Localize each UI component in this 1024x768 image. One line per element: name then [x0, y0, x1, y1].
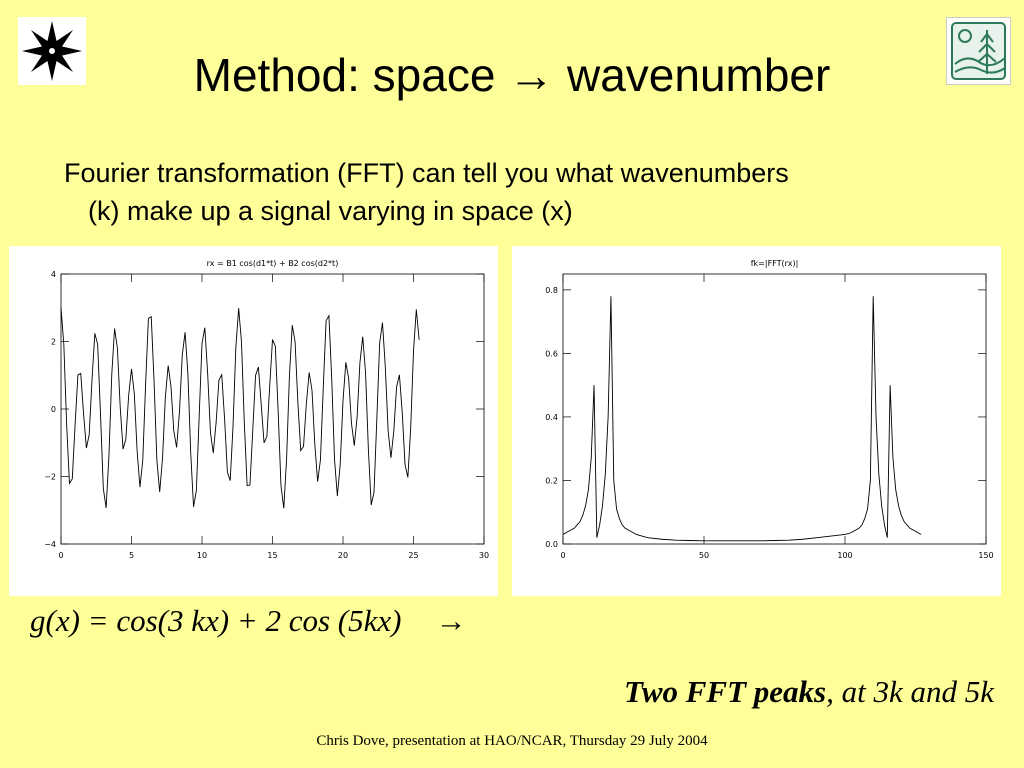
fft-chart-y-tick-label: 0.4	[545, 413, 558, 422]
fft-chart-y-tick-label: 0.2	[545, 476, 558, 485]
signal-chart-x-tick-label: 10	[197, 551, 207, 560]
fft-chart-y-tick-label: 0.8	[545, 286, 558, 295]
fft-chart-x-tick-label: 100	[837, 551, 852, 560]
slide-title: Method: space → wavenumber	[0, 48, 1024, 102]
bullet-line-1: Fourier transformation (FFT) can tell yo…	[64, 158, 789, 188]
formula-text: g(x) = cos(3 kx) + 2 cos (5kx)	[30, 603, 402, 638]
signal-chart-series-line	[60, 307, 420, 509]
fft-chart-title: fk=|FFT(rx)|	[751, 259, 799, 268]
landscape-tree-logo-icon	[946, 17, 1011, 85]
fft-chart-series-line	[562, 296, 922, 542]
formula: g(x) = cos(3 kx) + 2 cos (5kx) →	[30, 602, 466, 640]
signal-chart: rx = B1 cos(d1*t) + B2 cos(d2*t)0 5 10 15 20…	[44, 259, 489, 560]
signal-chart-x-tick-label: 30	[479, 551, 489, 560]
fft-chart-panel: fk=|FFT(rx)| 0 50 100 150 0.0 0.2 0.4 0.6 0.8	[512, 246, 1001, 596]
conclusion: Two FFT peaks, at 3k and 5k	[624, 672, 994, 712]
signal-chart-x-tick-label: 20	[338, 551, 348, 560]
fft-chart: fk=|FFT(rx)| 0 50 100 150 0.0 0.2 0.4 0.6 0.8	[545, 259, 993, 560]
signal-chart-y-tick-label: −4	[44, 540, 56, 549]
fft-chart-x-tick-label: 150	[978, 551, 993, 560]
formula-arrow-icon: →	[435, 603, 467, 638]
signal-chart-x-tick-label: 15	[267, 551, 277, 560]
signal-chart-x-tick-label: 0	[58, 551, 63, 560]
signal-chart-frame	[60, 273, 485, 545]
fft-chart-y-tick-label: 0.0	[545, 540, 558, 549]
signal-chart-x-tick-label: 25	[408, 551, 418, 560]
star-burst-logo-icon	[18, 17, 86, 85]
title-suffix: wavenumber	[566, 49, 831, 101]
fft-chart-frame	[562, 273, 987, 545]
footer: Chris Dove, presentation at HAO/NCAR, Th…	[316, 733, 708, 749]
title-arrow-icon: →	[508, 49, 555, 101]
fft-chart-x-tick-label: 0	[560, 551, 565, 560]
fft-chart-y-tick-label: 0.6	[545, 349, 558, 358]
signal-chart-title: rx = B1 cos(d1*t) + B2 cos(d2*t)	[207, 259, 339, 268]
title-prefix: Method: space	[193, 49, 496, 101]
signal-chart-y-tick-label: −2	[44, 473, 56, 482]
fft-chart-x-tick-label: 50	[699, 551, 709, 560]
signal-chart-y-tick-label: 2	[51, 338, 56, 347]
signal-chart-panel: rx = B1 cos(d1*t) + B2 cos(d2*t) 0 5 10 15 20…	[9, 246, 498, 596]
bullet-point: Fourier transformation (FFT) can tell yo…	[64, 154, 994, 230]
signal-chart-x-tick-label: 5	[129, 551, 134, 560]
signal-chart-y-tick-label: 0	[51, 405, 56, 414]
signal-chart-y-tick-label: 4	[51, 270, 56, 279]
conclusion-bold: Two FFT peaks	[624, 674, 827, 709]
bullet-line-2: (k) make up a signal varying in space (x…	[88, 196, 573, 226]
conclusion-rest: , at 3k and 5k	[826, 674, 994, 709]
